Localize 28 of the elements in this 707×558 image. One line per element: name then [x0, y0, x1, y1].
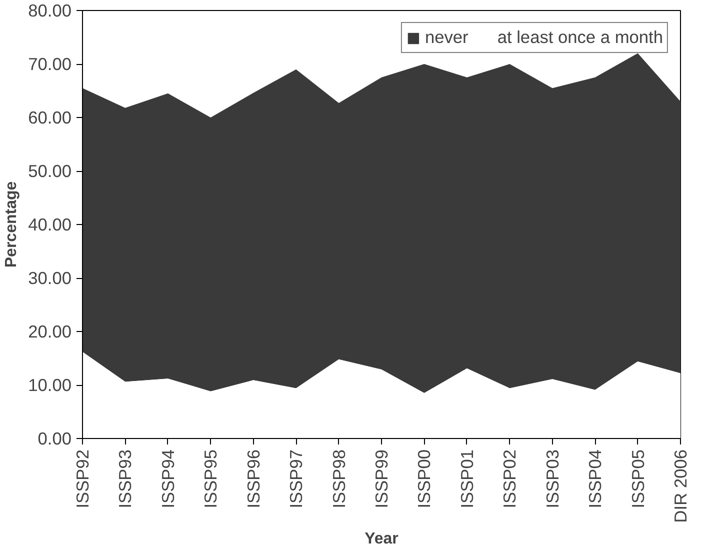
y-tick-label: 30.00: [28, 268, 72, 288]
x-tick-label: ISSP02: [500, 449, 520, 508]
legend-label: never: [424, 27, 468, 48]
x-tick-label: DIR 2006: [670, 449, 690, 523]
y-tick-label: 80.00: [28, 0, 72, 20]
y-tick-label: 70.00: [28, 54, 72, 74]
y-tick-label: 60.00: [28, 108, 72, 128]
x-tick-label: ISSP03: [542, 449, 562, 508]
x-tick-label: ISSP95: [200, 449, 221, 508]
x-tick-label: ISSP96: [243, 449, 264, 508]
x-tick-label: ISSP05: [628, 449, 648, 508]
x-tick-label: ISSP97: [286, 449, 306, 508]
x-axis-title: Year: [364, 530, 398, 548]
y-tick-label: 10.00: [28, 375, 72, 395]
x-tick-label: ISSP04: [585, 449, 606, 508]
x-tick-label: ISSP92: [72, 449, 92, 508]
y-axis-title: Percentage: [3, 181, 20, 268]
x-tick-label: ISSP94: [158, 449, 178, 508]
y-tick-label: 40.00: [28, 214, 72, 234]
y-tick-label: 0.00: [38, 428, 72, 448]
y-tick-label: 20.00: [28, 322, 72, 342]
x-tick-label: ISSP99: [372, 449, 392, 508]
x-tick-label: ISSP00: [414, 449, 434, 508]
x-tick-label: ISSP01: [456, 449, 477, 508]
x-tick-label: ISSP98: [328, 449, 349, 508]
y-tick-label: 50.00: [28, 161, 72, 181]
text: at least once a month: [497, 27, 663, 48]
x-tick-label: ISSP93: [115, 449, 136, 508]
